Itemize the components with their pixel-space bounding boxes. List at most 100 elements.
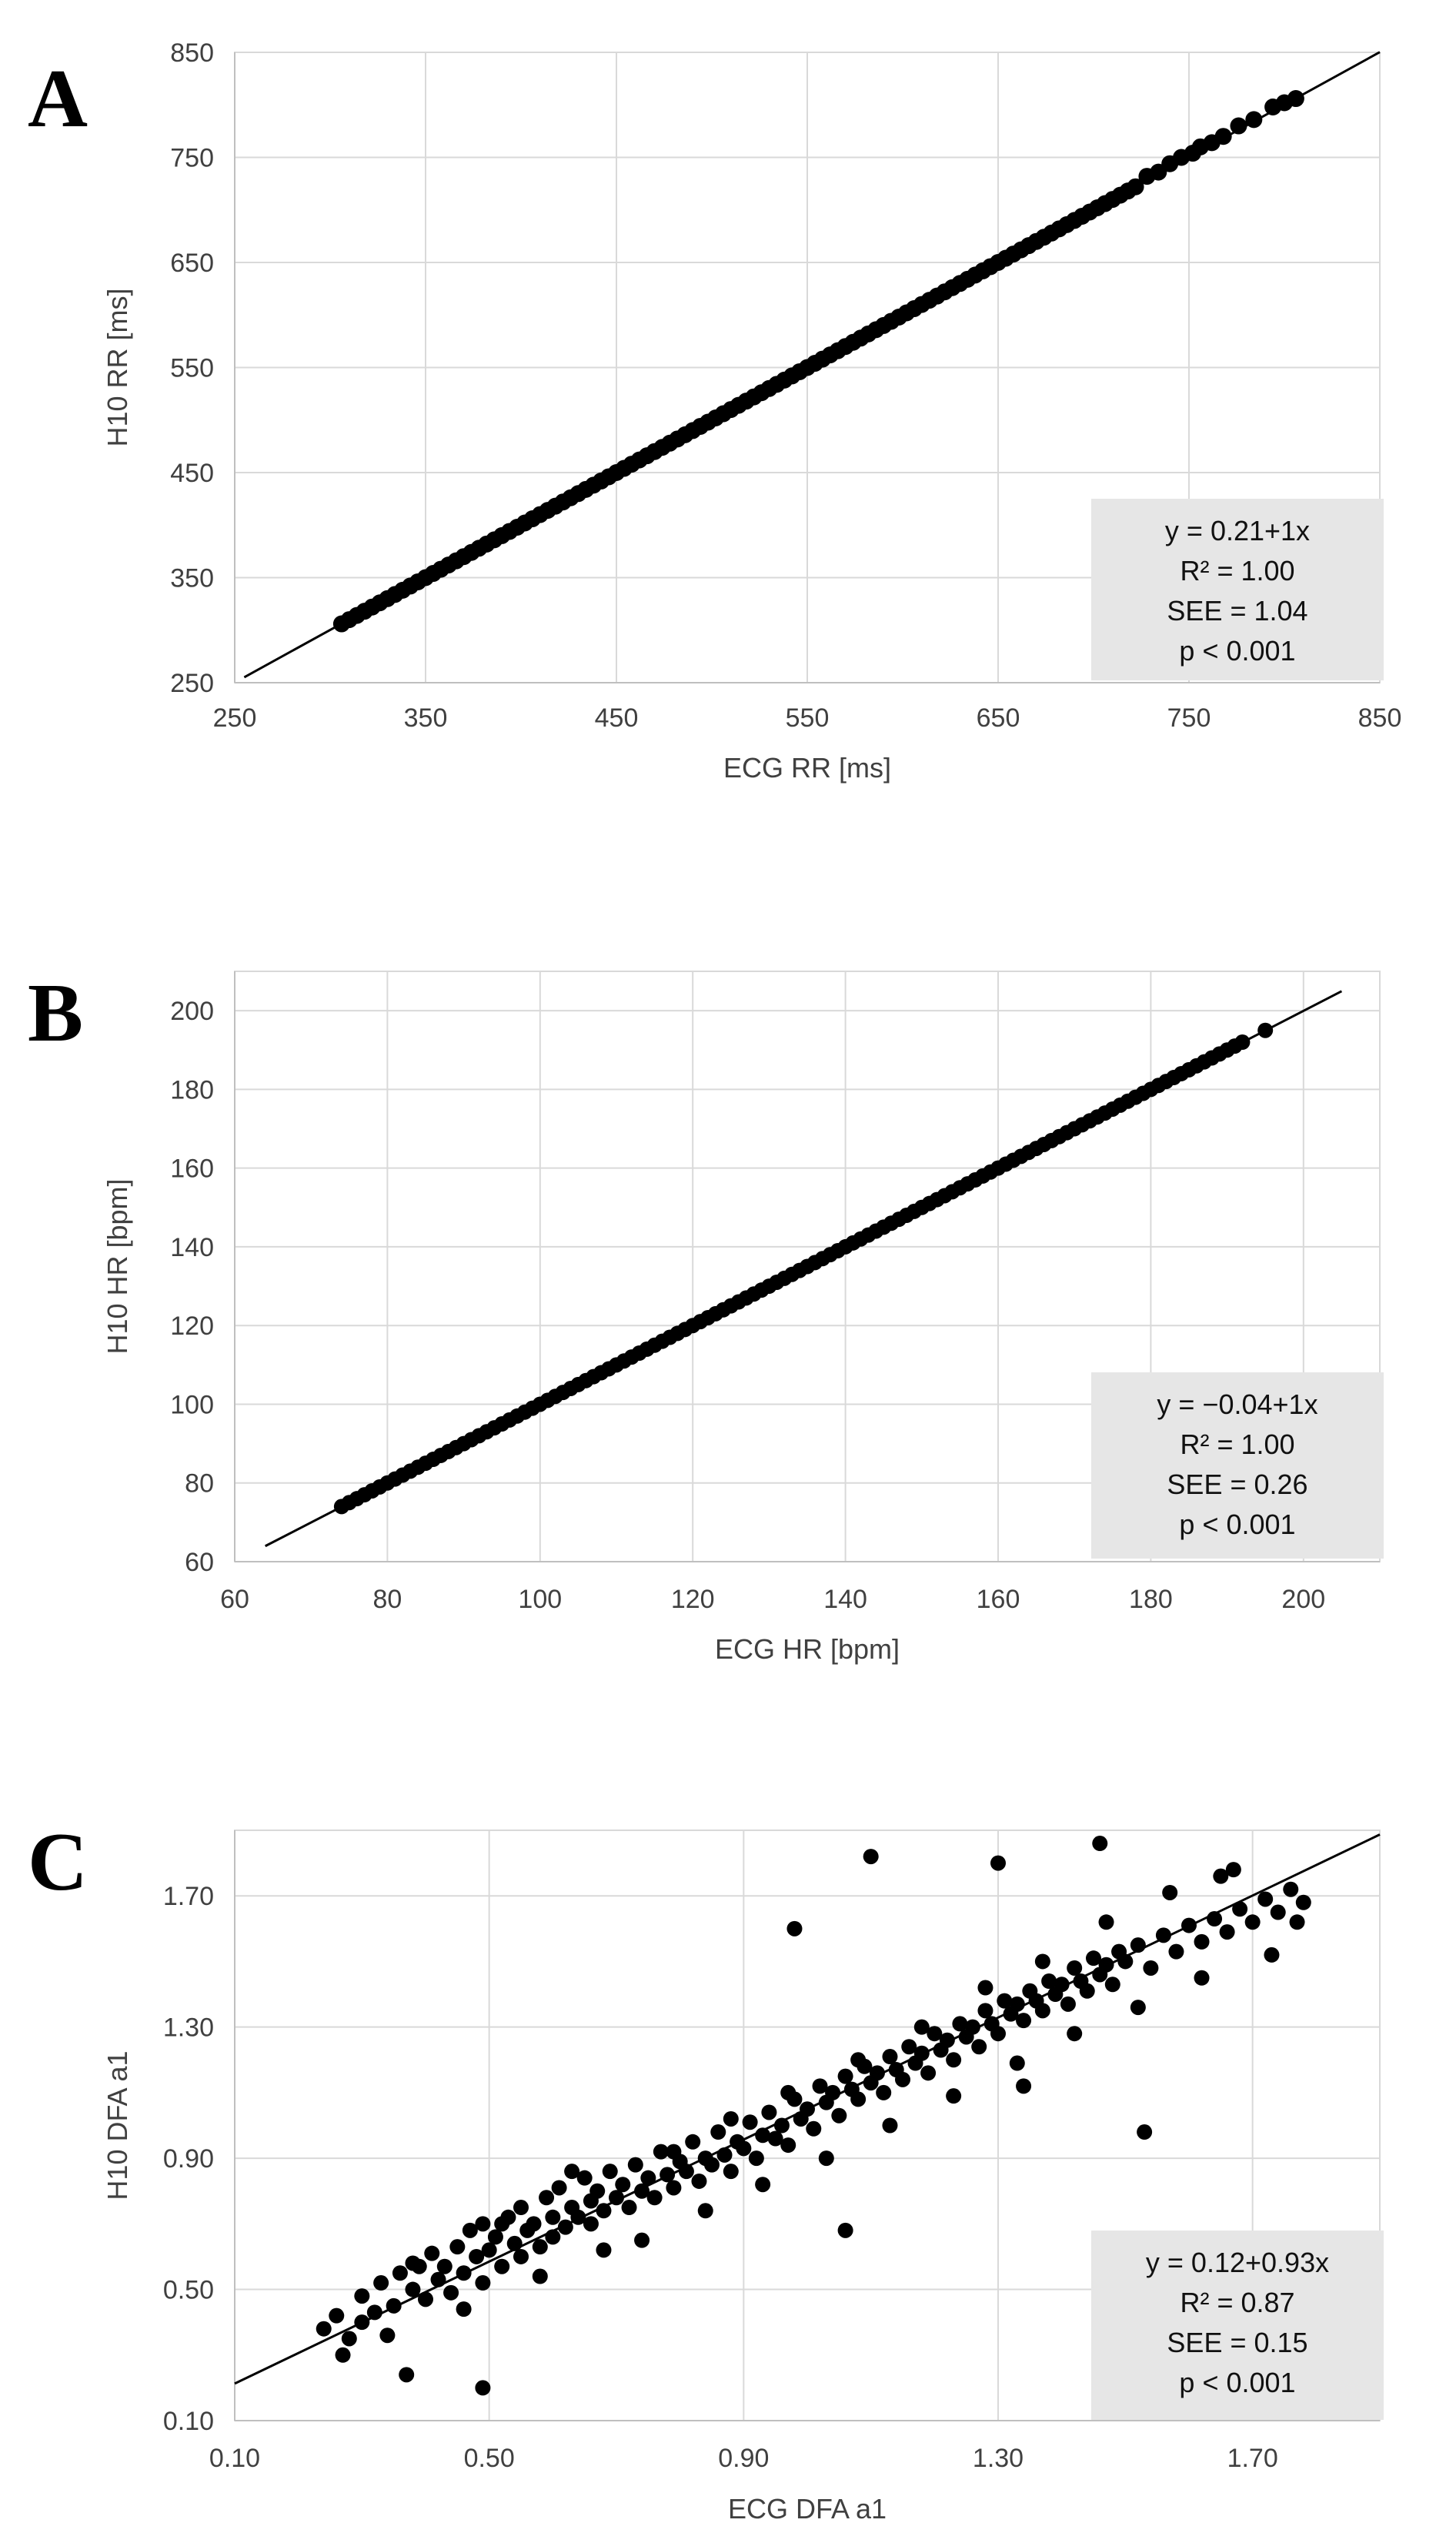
panel-c-x-tick-label: 0.10 <box>209 2444 260 2473</box>
panel-c-stats-line: y = 0.12+0.93x <box>1146 2247 1329 2278</box>
panel-c-data-point <box>1194 1970 1210 1986</box>
panel-b-x-tick-label: 140 <box>823 1585 867 1614</box>
panel-b-stats-line: y = −0.04+1x <box>1157 1388 1317 1420</box>
panel-c-data-point <box>678 2164 694 2180</box>
panel-b-x-tick-label: 180 <box>1129 1585 1173 1614</box>
panel-c-data-point <box>666 2144 682 2160</box>
panel-c-regression-line <box>234 1833 1381 2385</box>
panel-c-data-point <box>990 2026 1006 2042</box>
panel-c-letter: C <box>28 1816 88 1908</box>
panel-c-stats-box <box>1091 2231 1384 2420</box>
panel-c-data-point <box>424 2245 440 2261</box>
panel-b-letter: B <box>28 967 83 1059</box>
panel-a-y-tick-label: 550 <box>170 354 214 383</box>
panel-c-data-point <box>1016 2013 1032 2029</box>
panel-c-data-point <box>615 2177 631 2193</box>
panel-b-x-tick-label: 100 <box>518 1585 562 1614</box>
panel-c-data-point <box>436 2258 452 2274</box>
panel-c-data-point <box>767 2130 783 2147</box>
panel-c-data-point <box>1219 1924 1235 1940</box>
panel-b-x-tick-label: 60 <box>220 1585 249 1614</box>
panel-c-data-point <box>475 2216 491 2232</box>
panel-c-data-point <box>748 2150 764 2167</box>
panel-c-data-point <box>545 2209 561 2225</box>
panel-c-data-point <box>850 2091 867 2107</box>
panel-c-data-point <box>1079 1983 1095 1999</box>
panel-b-y-tick-label: 200 <box>170 997 214 1026</box>
panel-c-data-point <box>723 2164 739 2180</box>
panel-c-data-point <box>602 2164 618 2180</box>
panel-c-data-point <box>341 2331 357 2347</box>
panel-b-chart: B 60 80 100 120 140 160 180 200 60 80 100 120 140 160 1… <box>28 967 1384 1665</box>
panel-c-data-point <box>1257 1891 1274 1907</box>
panel-c-data-point <box>1060 1996 1076 2012</box>
panel-c-data-point <box>1289 1914 1305 1930</box>
panel-c-data-point <box>646 2190 663 2206</box>
panel-c-data-point <box>1162 1884 1178 1900</box>
panel-c-data-point <box>786 1920 803 1936</box>
panel-c-data-point <box>475 2380 491 2396</box>
panel-b-y-tick-label: 100 <box>170 1390 214 1419</box>
panel-c-data-point <box>379 2327 396 2344</box>
panel-c-data-point <box>691 2173 707 2189</box>
panel-c-data-point <box>1264 1947 1280 1963</box>
panel-c-data-point <box>634 2232 650 2248</box>
panel-c-data-point <box>971 2039 987 2055</box>
panel-c-data-point <box>399 2367 415 2383</box>
panel-b-stats-box <box>1091 1372 1384 1559</box>
panel-c-data-point <box>418 2291 433 2307</box>
panel-c-data-point <box>411 2258 427 2274</box>
panel-c-data-point <box>589 2183 606 2199</box>
panel-c-data-point <box>755 2177 771 2193</box>
panel-b-y-tick-label: 60 <box>185 1548 214 1577</box>
panel-c-data-point <box>366 2304 382 2321</box>
panel-c-data-point <box>780 2084 796 2100</box>
panel-a-stats-line: R² = 1.00 <box>1180 555 1294 586</box>
panel-a-x-tick-label: 350 <box>404 703 448 733</box>
panel-a-y-tick-label: 750 <box>170 144 214 173</box>
panel-c-data-point <box>462 2222 478 2238</box>
panel-c-data-point <box>494 2216 510 2232</box>
panel-a-x-axis-title: ECG RR [ms] <box>723 752 891 784</box>
panel-c-data-point <box>1067 2026 1083 2042</box>
panel-c-data-point <box>812 2078 828 2094</box>
panel-b-stats-line: p < 0.001 <box>1179 1509 1295 1540</box>
panel-a-regression-line <box>243 51 1381 679</box>
panel-c-data-point <box>564 2164 580 2180</box>
panel-c-data-point <box>456 2301 472 2317</box>
panel-b-y-tick-label: 80 <box>185 1469 214 1499</box>
panel-c-data-point <box>773 2117 790 2134</box>
panel-c-data-point <box>513 2248 529 2264</box>
panel-c-x-tick-label: 0.90 <box>718 2444 769 2473</box>
panel-c-data-point <box>1283 1881 1299 1897</box>
panel-a-y-tick-label: 650 <box>170 249 214 278</box>
panel-b-x-axis-title: ECG HR [bpm] <box>715 1633 900 1665</box>
panel-b-x-tick-label: 200 <box>1281 1585 1325 1614</box>
panel-a-stats-line: y = 0.21+1x <box>1165 515 1310 546</box>
panel-c-data-point <box>551 2180 567 2196</box>
panel-c-x-tick-label: 0.50 <box>464 2444 515 2473</box>
panel-c-data-point <box>831 2107 847 2124</box>
panel-c-data-point <box>621 2200 637 2216</box>
panel-c-data-point <box>1137 2124 1153 2140</box>
panel-c-data-point <box>895 2071 910 2087</box>
panel-c-stats-line: SEE = 0.15 <box>1167 2327 1307 2358</box>
panel-c-data-point <box>1067 1960 1083 1976</box>
panel-c-data-point <box>742 2114 758 2130</box>
panel-c-data-point <box>526 2216 542 2232</box>
panel-a-chart: A 250 350 450 550 650 750 850 250 350 450 550 650 750… <box>28 38 1401 784</box>
panel-c-data-point <box>329 2307 345 2324</box>
panel-c-data-point <box>1143 1960 1159 1976</box>
panel-c-data-point <box>927 2026 943 2042</box>
panel-a-x-tick-label: 850 <box>1358 703 1402 733</box>
panel-c-data-point <box>469 2248 485 2264</box>
panel-a-y-tick-label: 850 <box>170 38 214 68</box>
panel-c-data-point <box>952 2016 968 2032</box>
panel-b-y-tick-label: 120 <box>170 1312 214 1341</box>
panel-a-stats-line: p < 0.001 <box>1179 635 1295 667</box>
panel-c-data-point <box>704 2157 720 2173</box>
panel-c-data-point <box>539 2190 555 2206</box>
panel-c-data-point <box>373 2275 389 2291</box>
